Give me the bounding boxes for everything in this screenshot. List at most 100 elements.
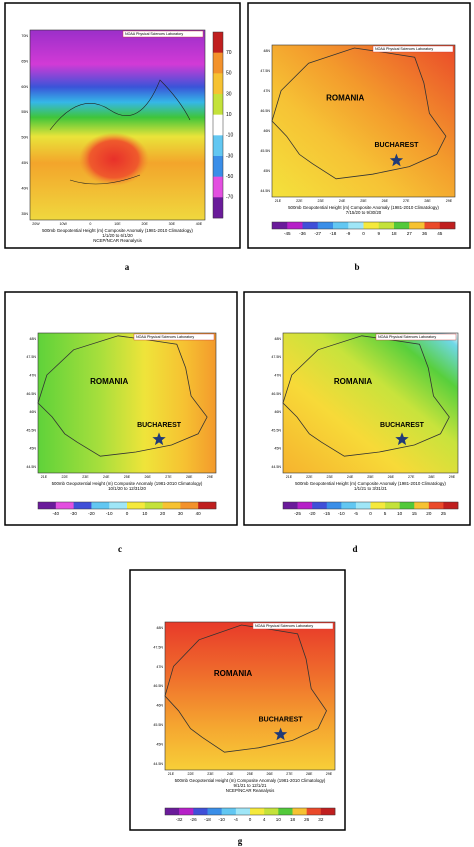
colorbar-label: 30 bbox=[178, 511, 184, 516]
lat-label: 45N bbox=[263, 169, 270, 173]
colorbar-segment bbox=[213, 156, 223, 177]
lat-label: 70N bbox=[21, 34, 28, 38]
lon-label: 27E bbox=[165, 475, 172, 479]
header-box bbox=[252, 622, 334, 630]
lat-label: 50N bbox=[21, 136, 28, 140]
colorbar-segment bbox=[91, 502, 110, 509]
lon-label: 21E bbox=[275, 199, 282, 203]
colorbar-label: 25 bbox=[441, 511, 447, 516]
colorbar-segment bbox=[193, 808, 208, 815]
colorbar-label: 20 bbox=[426, 511, 432, 516]
lon-label: 22E bbox=[62, 475, 69, 479]
lat-label: 46.5N bbox=[260, 109, 270, 113]
country-name: ROMANIA bbox=[334, 377, 372, 386]
lat-label: 47.5N bbox=[260, 69, 270, 73]
lon-label: 26E bbox=[267, 772, 274, 776]
colorbar-label: 18 bbox=[290, 817, 296, 822]
lat-label: 45N bbox=[156, 743, 163, 747]
lon-label: 25E bbox=[367, 475, 374, 479]
lon-label: 27E bbox=[403, 199, 410, 203]
colorbar-segment bbox=[283, 502, 298, 509]
lon-label: 25E bbox=[247, 772, 254, 776]
lon-label: 23E bbox=[207, 772, 214, 776]
colorbar-segment bbox=[385, 502, 400, 509]
lon-label: 28E bbox=[186, 475, 193, 479]
map-field bbox=[282, 332, 459, 474]
caption: 500mb Geopotential Height (m) Composite … bbox=[52, 481, 203, 486]
dates: 1/1/20 to 6/1/20 bbox=[102, 233, 133, 238]
colorbar-segment bbox=[162, 502, 181, 509]
lat-label: 46N bbox=[29, 410, 36, 414]
colorbar-segment bbox=[180, 502, 199, 509]
colorbar-segment bbox=[306, 808, 322, 815]
colorbar-segment bbox=[287, 222, 303, 229]
colorbar-label: -25 bbox=[294, 511, 301, 516]
colorbar-segment bbox=[55, 502, 74, 509]
colorbar-label: 20 bbox=[160, 511, 166, 516]
colorbar-segment bbox=[428, 502, 444, 509]
colorbar-segment bbox=[370, 502, 386, 509]
colorbar-segment bbox=[127, 502, 146, 509]
colorbar-segment bbox=[317, 222, 334, 229]
source: NCEP/NCAR Reanalysis bbox=[226, 788, 275, 793]
lon-label: 29E bbox=[446, 199, 453, 203]
colorbar-segment bbox=[213, 135, 223, 157]
lon-label: 0 bbox=[89, 222, 91, 226]
colorbar-segment bbox=[109, 502, 128, 509]
colorbar-label: 10 bbox=[226, 112, 232, 118]
colorbar-label: 70 bbox=[226, 50, 232, 56]
lat-label: 46N bbox=[263, 129, 270, 133]
caption: 500mb Geopotential Height (m) Composite … bbox=[295, 481, 446, 486]
colorbar-segment bbox=[213, 52, 223, 74]
colorbar-segment bbox=[38, 502, 57, 509]
colorbar-label: 10 bbox=[397, 511, 403, 516]
colorbar-segment bbox=[250, 808, 265, 815]
colorbar-label: 10 bbox=[276, 817, 282, 822]
lat-label: 55N bbox=[21, 110, 28, 114]
colorbar-label: -4 bbox=[234, 817, 239, 822]
header: NOAA Physical Sciences Laboratory bbox=[125, 32, 183, 36]
colorbar-label: -10 bbox=[106, 511, 113, 516]
lat-label: 45.5N bbox=[260, 149, 270, 153]
lon-label: 21E bbox=[168, 772, 175, 776]
colorbar-segment bbox=[341, 502, 357, 509]
lat-label: 45.5N bbox=[26, 428, 36, 432]
colorbar-segment bbox=[409, 222, 425, 229]
colorbar-segment bbox=[198, 502, 217, 509]
lat-label: 44.5N bbox=[153, 762, 163, 766]
lon-label: 29E bbox=[207, 475, 214, 479]
colorbar-label: -30 bbox=[70, 511, 77, 516]
colorbar-segment bbox=[207, 808, 222, 815]
colorbar-segment bbox=[213, 197, 223, 219]
lat-label: 47N bbox=[263, 89, 270, 93]
colorbar-outline bbox=[164, 807, 336, 816]
colorbar-label: 0 bbox=[369, 511, 372, 516]
lon-label: 23E bbox=[318, 199, 325, 203]
lon-label: 23E bbox=[327, 475, 334, 479]
lat-label: 48N bbox=[156, 626, 163, 630]
colorbar-label: 27 bbox=[407, 231, 413, 236]
dates: 10/1/20 to 12/31/20 bbox=[108, 486, 146, 491]
colorbar-segment bbox=[292, 808, 307, 815]
map-field bbox=[271, 44, 456, 198]
lon-label: 30E bbox=[169, 222, 176, 226]
lat-label: 40N bbox=[21, 187, 28, 191]
city-name: BUCHAREST bbox=[380, 422, 425, 429]
lat-label: 65N bbox=[21, 59, 28, 63]
colorbar-segment bbox=[355, 502, 371, 509]
lon-label: 27E bbox=[286, 772, 293, 776]
lon-label: 29E bbox=[449, 475, 456, 479]
lat-label: 46N bbox=[274, 410, 281, 414]
lat-label: 46.5N bbox=[26, 392, 36, 396]
panel-label: d bbox=[352, 544, 357, 554]
lon-label: 20E bbox=[141, 222, 148, 226]
colorbar-label: 26 bbox=[304, 817, 310, 822]
colorbar-label: -10 bbox=[338, 511, 345, 516]
colorbar-label: 18 bbox=[391, 231, 397, 236]
caption: 500mb Geopotential Height (m) Composite … bbox=[42, 228, 193, 233]
colorbar-outline bbox=[282, 501, 459, 510]
lon-label: 27E bbox=[408, 475, 415, 479]
colorbar-label: 15 bbox=[412, 511, 418, 516]
lon-label: 10W bbox=[59, 222, 67, 226]
